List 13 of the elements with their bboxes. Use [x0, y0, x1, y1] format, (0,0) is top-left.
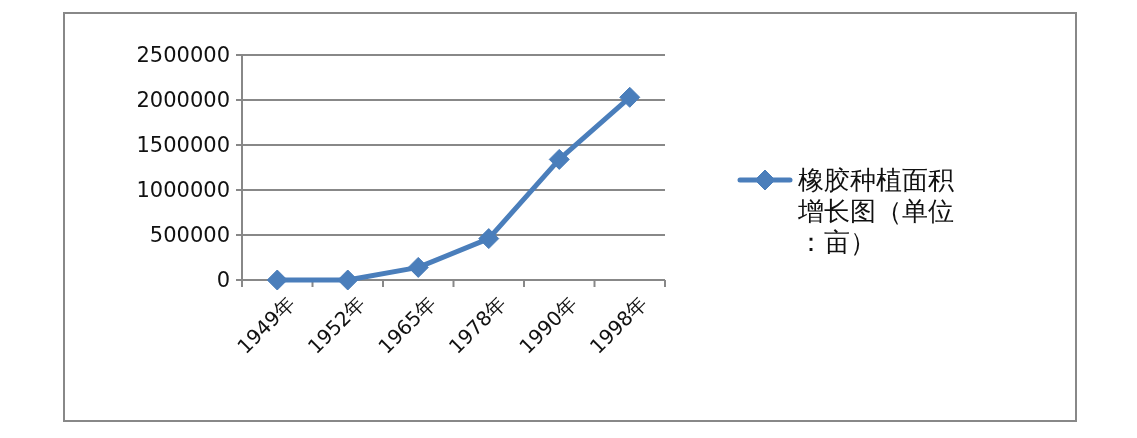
y-tick-label: 2500000 — [136, 43, 230, 67]
point — [478, 228, 500, 250]
y-tick-label: 2000000 — [136, 88, 230, 112]
y-tick-label: 0 — [216, 268, 230, 292]
point — [337, 269, 359, 291]
y-tick-label: 500000 — [149, 223, 230, 247]
y-tick-label: 1000000 — [136, 178, 230, 202]
point — [266, 269, 288, 291]
legend-label: 橡胶种植面积增长图（单位：亩） — [797, 165, 954, 257]
point — [619, 86, 641, 108]
y-tick-label: 1500000 — [136, 133, 230, 157]
point — [407, 256, 429, 278]
point — [548, 148, 570, 170]
